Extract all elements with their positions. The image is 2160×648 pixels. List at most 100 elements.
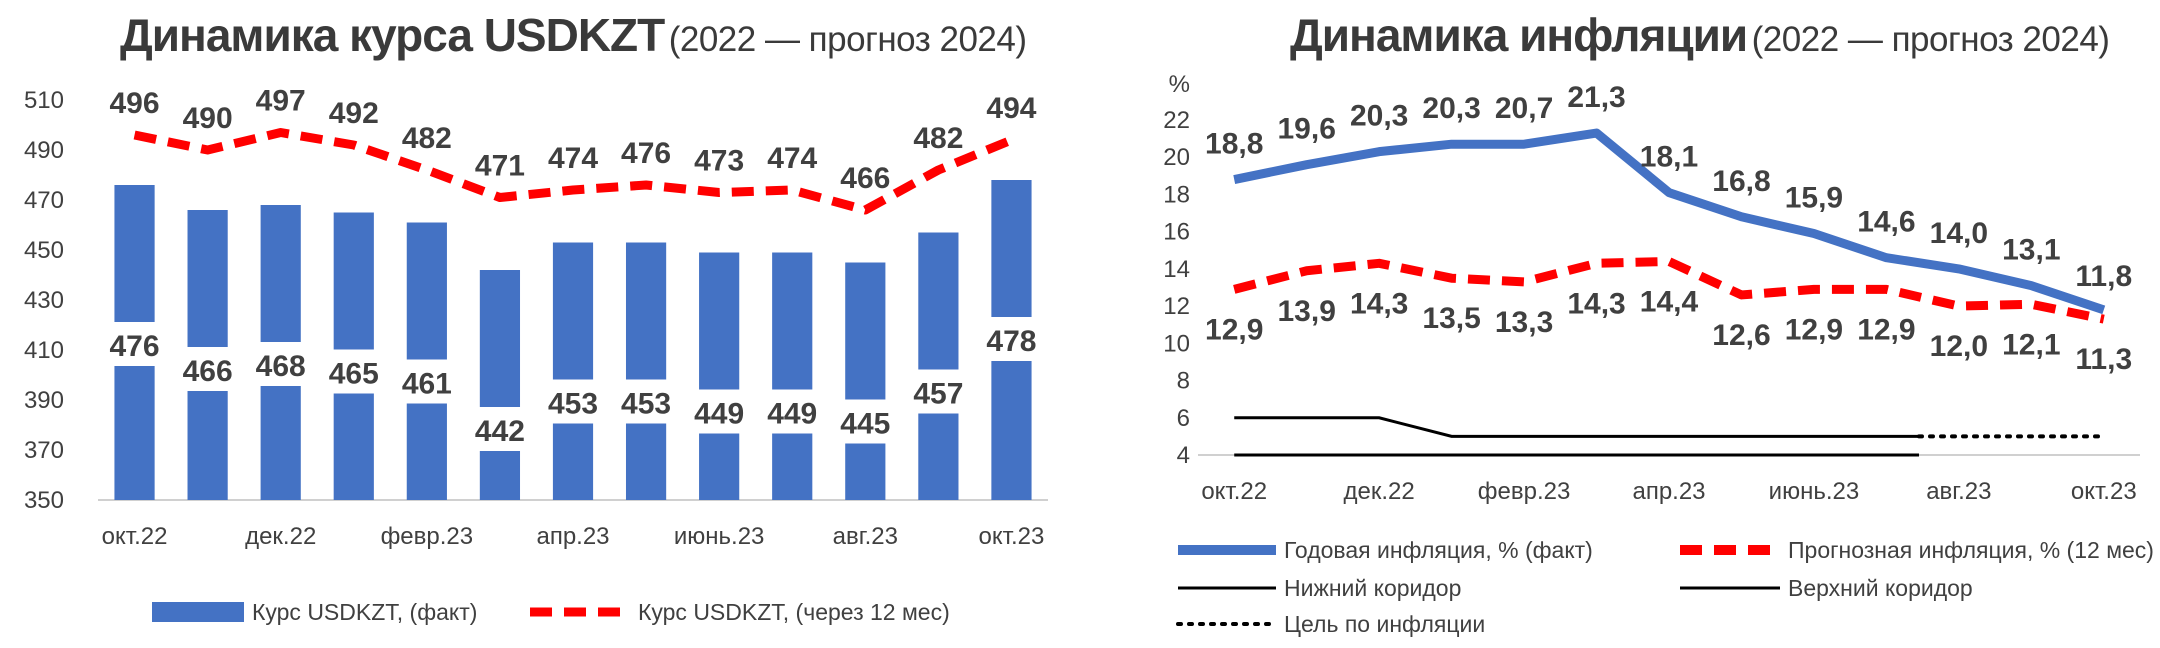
y-tick-label: 470 bbox=[24, 187, 64, 214]
line-usdkzt-forecast bbox=[133, 128, 1014, 215]
x-tick-label: апр.23 bbox=[536, 523, 609, 550]
line-data-label: 473 bbox=[694, 145, 744, 178]
y-tick-label: 430 bbox=[24, 287, 64, 314]
y-tick-label: 14 bbox=[1163, 256, 1190, 283]
y-axis-unit: % bbox=[1169, 71, 1190, 98]
bar-label-background bbox=[831, 399, 900, 444]
legend-swatch-bar bbox=[152, 602, 244, 622]
line-data-label: 492 bbox=[329, 97, 379, 130]
legend-label-bar: Курс USDKZT, (факт) bbox=[252, 599, 477, 625]
x-tick-label: авг.23 bbox=[833, 523, 898, 550]
fact-data-label: 20,3 bbox=[1350, 100, 1408, 133]
x-tick-label: авг.23 bbox=[1926, 478, 1991, 505]
bar-data-label: 453 bbox=[548, 388, 598, 421]
bar-data-label: 466 bbox=[183, 355, 233, 388]
line-data-label: 497 bbox=[256, 85, 306, 118]
inflation-chart-subtitle: (2022 — прогноз 2024) bbox=[1751, 20, 2110, 59]
line-data-label: 482 bbox=[913, 122, 963, 155]
x-tick-label: дек.22 bbox=[1344, 478, 1415, 505]
x-tick-label: окт.23 bbox=[979, 523, 1045, 550]
y-tick-label: 20 bbox=[1163, 144, 1190, 171]
forecast-data-label: 14,3 bbox=[1567, 287, 1625, 320]
bar-data-label: 478 bbox=[986, 325, 1036, 358]
line-forecast-inflation bbox=[1233, 256, 2105, 324]
legend-label-forecast: Прогнозная инфляция, % (12 мес) bbox=[1788, 537, 2154, 563]
bar-label-background bbox=[758, 389, 827, 434]
x-tick-label: окт.23 bbox=[2071, 478, 2137, 505]
forecast-data-label: 12,0 bbox=[1930, 330, 1988, 363]
usdkzt-chart-subtitle: (2022 — прогноз 2024) bbox=[668, 20, 1027, 59]
fact-data-label: 14,0 bbox=[1930, 217, 1988, 250]
forecast-data-label: 12,9 bbox=[1205, 313, 1263, 346]
inflation-chart: % 4 6 8 10 12 14 16 18 20 22 окт.22 дек.22 февр.23 апр… bbox=[1163, 71, 2154, 637]
line-data-label: 494 bbox=[986, 92, 1036, 125]
y-tick-label: 22 bbox=[1163, 107, 1190, 134]
y-tick-label: 390 bbox=[24, 387, 64, 414]
legend-label-upper: Верхний коридор bbox=[1788, 575, 1973, 601]
forecast-data-label: 14,3 bbox=[1350, 287, 1408, 320]
fact-data-label: 14,6 bbox=[1857, 206, 1915, 239]
bar-data-label: 457 bbox=[913, 378, 963, 411]
bar-label-background bbox=[465, 407, 534, 451]
forecast-data-label: 13,9 bbox=[1277, 295, 1335, 328]
fact-data-label: 19,6 bbox=[1277, 113, 1335, 146]
x-tick-label: февр.23 bbox=[381, 523, 474, 550]
bar-usdkzt-fact bbox=[772, 252, 813, 500]
forecast-data-label: 11,3 bbox=[2075, 343, 2132, 376]
bar-label-background bbox=[100, 322, 169, 366]
x-tick-label: февр.23 bbox=[1478, 478, 1571, 505]
bar-label-background bbox=[539, 379, 607, 424]
y-tick-label: 410 bbox=[24, 337, 64, 364]
x-tick-label: апр.23 bbox=[1632, 478, 1705, 505]
fact-data-label: 20,7 bbox=[1495, 92, 1553, 125]
bar-label-background bbox=[246, 342, 315, 386]
line-upper-corridor bbox=[1234, 416, 1919, 438]
line-annual-inflation bbox=[1233, 128, 2106, 315]
line-data-label: 474 bbox=[767, 142, 817, 175]
line-data-label: 466 bbox=[840, 162, 890, 195]
usdkzt-chart: 350 370 390 410 430 450 470 490 510 окт.22 дек.22 ф… bbox=[24, 85, 1048, 625]
bar-label-background bbox=[685, 389, 754, 434]
bar-data-label: 465 bbox=[329, 358, 379, 391]
y-tick-label: 10 bbox=[1163, 330, 1190, 357]
line-data-label: 490 bbox=[183, 102, 233, 135]
forecast-data-label: 13,5 bbox=[1422, 302, 1480, 335]
line-data-label: 471 bbox=[475, 150, 525, 183]
usdkzt-chart-title-main: Динамика курса USDKZT bbox=[120, 9, 665, 61]
bar-data-label: 445 bbox=[840, 408, 890, 441]
usdkzt-chart-panel: Динамика курса USDKZT (2022 — прогноз 20… bbox=[24, 8, 1048, 625]
y-tick-label: 18 bbox=[1163, 181, 1190, 208]
x-tick-label: июнь.23 bbox=[1769, 478, 1860, 505]
legend-label-annual: Годовая инфляция, % (факт) bbox=[1284, 537, 1593, 563]
bar-usdkzt-fact bbox=[699, 252, 740, 500]
legend-label-lower: Нижний коридор bbox=[1284, 575, 1461, 601]
inflation-chart-title-main: Динамика инфляции bbox=[1290, 9, 1748, 61]
bar-usdkzt-fact bbox=[845, 262, 886, 500]
y-tick-label: 16 bbox=[1163, 219, 1190, 246]
fact-data-label: 16,8 bbox=[1712, 165, 1770, 198]
legend-label-forecast: Курс USDKZT, (через 12 мес) bbox=[638, 599, 950, 625]
x-tick-label: окт.22 bbox=[1201, 478, 1267, 505]
fact-data-label: 13,1 bbox=[2002, 234, 2060, 267]
bar-label-background bbox=[319, 349, 388, 394]
fact-data-label: 21,3 bbox=[1567, 81, 1625, 114]
line-data-label: 496 bbox=[110, 87, 160, 120]
fact-data-label: 18,8 bbox=[1205, 128, 1263, 161]
fact-data-label: 18,1 bbox=[1640, 141, 1698, 174]
y-tick-label: 4 bbox=[1177, 442, 1190, 469]
fact-data-label: 20,3 bbox=[1422, 92, 1480, 125]
bar-label-background bbox=[977, 317, 1046, 361]
fact-data-label: 15,9 bbox=[1785, 182, 1843, 215]
bar-data-label: 442 bbox=[475, 415, 525, 448]
inflation-chart-title: Динамика инфляции (2022 — прогноз 2024) bbox=[1290, 8, 2110, 62]
bar-data-label: 449 bbox=[694, 398, 744, 431]
y-tick-label: 490 bbox=[24, 137, 64, 164]
bar-label-background bbox=[392, 359, 461, 404]
usdkzt-chart-title: Динамика курса USDKZT (2022 — прогноз 20… bbox=[120, 8, 1027, 62]
bar-label-background bbox=[612, 379, 681, 424]
bar-label-background bbox=[904, 369, 973, 414]
y-tick-label: 8 bbox=[1177, 368, 1190, 395]
y-tick-label: 510 bbox=[24, 87, 64, 114]
x-tick-label: дек.22 bbox=[245, 523, 316, 550]
line-data-label: 476 bbox=[621, 137, 671, 170]
